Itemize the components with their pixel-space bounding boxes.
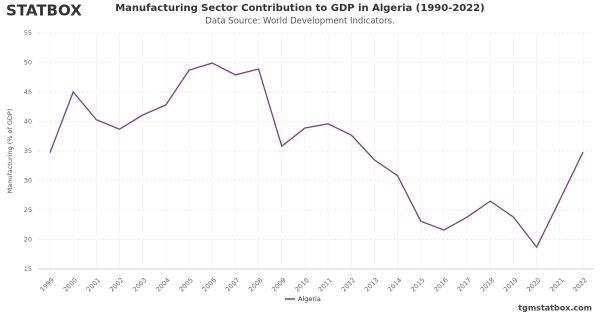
y-tick-label: 20 — [24, 236, 32, 244]
y-tick-label: 25 — [24, 206, 32, 214]
line — [49, 62, 584, 249]
x-tick-label: 2018 — [479, 276, 496, 293]
x-tick-label: 2000 — [62, 276, 79, 293]
x-tick-label: 2009 — [270, 276, 287, 293]
chart-title: Manufacturing Sector Contribution to GDP… — [115, 3, 485, 14]
y-tick-label: 40 — [24, 118, 32, 126]
legend-label: Algeria — [298, 295, 321, 303]
x-tick-label: 2006 — [201, 276, 218, 293]
y-tick-label: 50 — [24, 59, 32, 67]
x-tick-label: 2015 — [409, 276, 426, 293]
x-tick-label: 1999 — [38, 276, 55, 293]
x-tick-label: 2016 — [432, 276, 449, 293]
logo: STATBOX — [6, 2, 82, 20]
x-tick-label: 2002 — [108, 276, 125, 293]
y-tick-label: 15 — [24, 265, 32, 273]
x-tick-label: 2013 — [363, 276, 380, 293]
x-tick-label: 2007 — [224, 276, 241, 293]
x-tick-label: 2019 — [502, 276, 519, 293]
x-tick-label: 2005 — [178, 276, 195, 293]
x-tick-label: 2003 — [131, 276, 148, 293]
x-tick-label: 2021 — [548, 276, 565, 293]
y-axis-label: Manufacturing (% of GDP) — [6, 109, 14, 194]
x-tick-label: 2012 — [340, 276, 357, 293]
x-tick-label: 2004 — [154, 276, 171, 293]
x-tick-label: 2014 — [386, 276, 403, 293]
footer: tgmstatbox.com — [518, 304, 592, 313]
x-tick-label: 2017 — [456, 276, 473, 293]
chart-subtitle: Data Source: World Development Indicator… — [205, 17, 394, 27]
x-tick-label: 2001 — [85, 276, 102, 293]
x-tick-label: 2011 — [317, 276, 334, 293]
x-tick-label: 2022 — [571, 276, 588, 293]
x-tick-label: 2010 — [293, 276, 310, 293]
y-tick-label: 30 — [24, 177, 32, 185]
y-tick-label: 55 — [24, 29, 32, 37]
y-tick-label: 45 — [24, 88, 32, 96]
x-tick-label: 2008 — [247, 276, 264, 293]
x-tick-label: 2020 — [525, 276, 542, 293]
y-tick-label: 35 — [24, 147, 32, 155]
